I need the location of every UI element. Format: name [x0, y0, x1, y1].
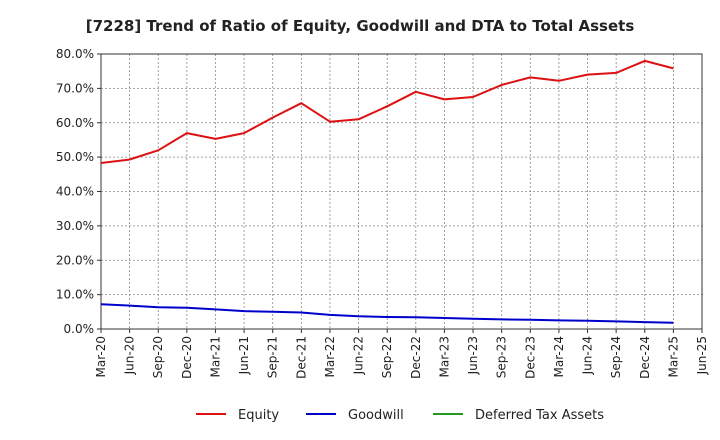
chart-title: [7228] Trend of Ratio of Equity, Goodwil… [86, 17, 635, 35]
x-tick-label: Mar-23 [437, 336, 451, 377]
x-tick-label: Jun-23 [466, 336, 480, 375]
x-tick-label: Sep-23 [495, 336, 509, 378]
y-tick-label: 50.0% [56, 150, 94, 164]
x-tick-label: Mar-25 [666, 336, 680, 377]
x-tick-label: Sep-24 [609, 336, 623, 378]
y-tick-label: 60.0% [56, 116, 94, 130]
legend-label-equity: Equity [238, 408, 279, 423]
x-tick-label: Mar-21 [208, 336, 222, 377]
x-tick-label: Jun-21 [237, 336, 251, 375]
y-tick-label: 30.0% [56, 219, 94, 233]
y-tick-label: 20.0% [56, 253, 94, 267]
y-tick-label: 70.0% [56, 81, 94, 95]
x-tick-label: Mar-24 [552, 336, 566, 377]
x-tick-label: Jun-20 [123, 336, 137, 375]
x-tick-label: Sep-20 [151, 336, 165, 378]
legend: Equity Goodwill Deferred Tax Assets [196, 408, 604, 423]
x-tick-label: Dec-22 [409, 336, 423, 379]
x-tick-label: Jun-22 [352, 336, 366, 375]
series-line-equity [100, 59, 674, 164]
series-line-goodwill [100, 303, 674, 324]
x-tick-label: Jun-24 [581, 336, 595, 375]
x-tick-label: Sep-22 [380, 336, 394, 378]
legend-label-deferred-tax-assets: Deferred Tax Assets [475, 408, 604, 423]
x-tick-label: Dec-24 [638, 336, 652, 379]
legend-label-goodwill: Goodwill [348, 408, 404, 423]
x-tick-label: Dec-20 [180, 336, 194, 379]
y-tick-label: 80.0% [56, 47, 94, 61]
x-tick-label: Jun-25 [695, 336, 709, 375]
y-tick-label: 0.0% [64, 322, 95, 336]
x-tick-label: Mar-22 [323, 336, 337, 377]
grid-lines [101, 54, 702, 329]
x-tick-label: Dec-23 [523, 336, 537, 379]
y-tick-label: 10.0% [56, 288, 94, 302]
x-tick-label: Sep-21 [266, 336, 280, 378]
y-axis-ticks: 0.0% 10.0% 20.0% 30.0% 40.0% 50.0% 60.0% 70.0% 8… [56, 47, 101, 336]
x-axis-ticks: Mar-20 Jun-20 Sep-20 Dec-20 Mar-21 Jun-21 Sep-… [94, 329, 709, 379]
x-tick-label: Dec-21 [294, 336, 308, 379]
y-tick-label: 40.0% [56, 185, 94, 199]
series-lines [100, 59, 674, 324]
x-tick-label: Mar-20 [94, 336, 108, 377]
